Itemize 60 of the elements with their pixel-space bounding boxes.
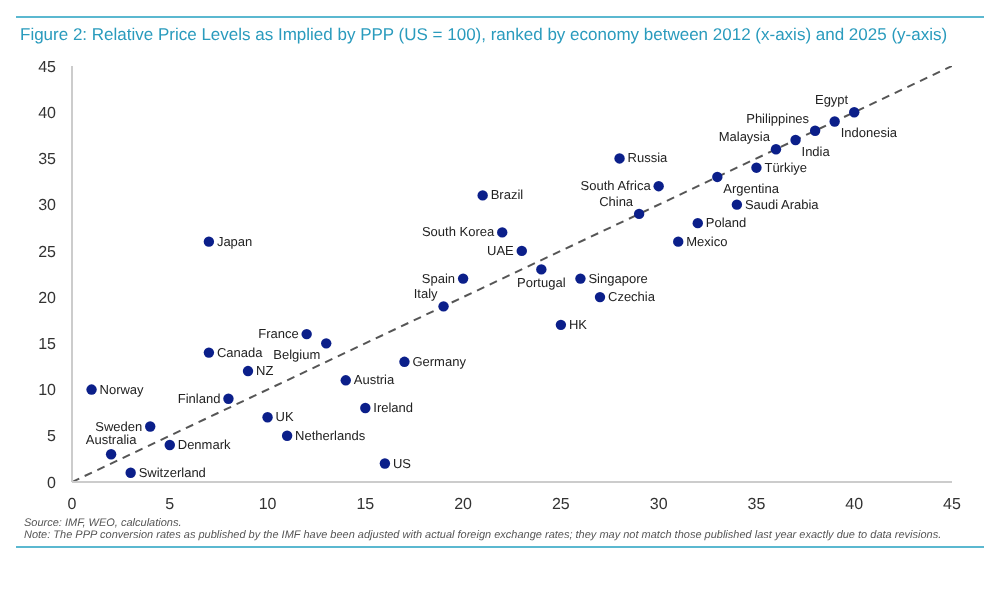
y-tick-label: 45 bbox=[38, 57, 58, 76]
point bbox=[692, 217, 703, 229]
point bbox=[203, 236, 215, 247]
point bbox=[223, 393, 234, 404]
y-tick-label: 0 bbox=[47, 473, 58, 492]
point bbox=[399, 356, 410, 368]
point bbox=[281, 430, 293, 441]
point bbox=[145, 421, 156, 432]
point bbox=[438, 301, 449, 312]
y-tick-label: 20 bbox=[38, 288, 58, 307]
x-tick-label: 35 bbox=[747, 495, 767, 514]
x-tick-label: 10 bbox=[258, 495, 278, 514]
point bbox=[653, 180, 664, 192]
point bbox=[575, 273, 586, 284]
chart-title: Figure 2: Relative Price Levels as Implied by PPP (US = 100), ranked by economy between 2012 (x-axis) and 2025 (y-axis) bbox=[16, 16, 984, 50]
point bbox=[614, 153, 625, 164]
point bbox=[340, 375, 351, 386]
point bbox=[555, 319, 567, 331]
point bbox=[242, 365, 254, 377]
x-tick-label: 5 bbox=[165, 495, 176, 514]
y-tick-label: 5 bbox=[47, 427, 58, 446]
point bbox=[203, 347, 215, 358]
point bbox=[86, 384, 97, 395]
x-tick-label: 25 bbox=[551, 495, 571, 514]
point bbox=[497, 227, 508, 238]
y-tick-label: 15 bbox=[38, 335, 58, 354]
point bbox=[673, 236, 684, 247]
point bbox=[633, 208, 645, 220]
point bbox=[790, 134, 801, 146]
y-tick-label: 30 bbox=[38, 196, 58, 215]
point bbox=[105, 449, 117, 460]
y-tick-label: 10 bbox=[38, 381, 58, 400]
point bbox=[360, 402, 371, 414]
point bbox=[770, 144, 782, 155]
point bbox=[164, 439, 175, 451]
point bbox=[751, 162, 762, 173]
point bbox=[594, 291, 606, 303]
point bbox=[301, 328, 312, 340]
y-tick-label: 40 bbox=[38, 103, 58, 122]
x-tick-label: 40 bbox=[845, 495, 865, 514]
y-tick-label: 35 bbox=[38, 150, 58, 169]
point bbox=[477, 190, 488, 201]
point bbox=[262, 412, 273, 423]
point bbox=[125, 467, 136, 478]
point bbox=[516, 245, 527, 257]
point bbox=[809, 125, 821, 136]
x-tick-label: 30 bbox=[649, 495, 669, 514]
x-tick-label: 0 bbox=[67, 495, 78, 514]
point bbox=[849, 107, 860, 118]
point bbox=[457, 273, 469, 284]
point bbox=[379, 458, 391, 469]
point bbox=[731, 199, 743, 210]
point bbox=[712, 171, 723, 183]
point bbox=[829, 116, 840, 127]
x-tick-label: 15 bbox=[356, 495, 376, 514]
y-tick-label: 25 bbox=[38, 242, 58, 261]
x-tick-label: 45 bbox=[943, 495, 962, 514]
x-tick-label: 20 bbox=[454, 495, 474, 514]
point bbox=[321, 338, 332, 349]
point bbox=[536, 264, 547, 275]
